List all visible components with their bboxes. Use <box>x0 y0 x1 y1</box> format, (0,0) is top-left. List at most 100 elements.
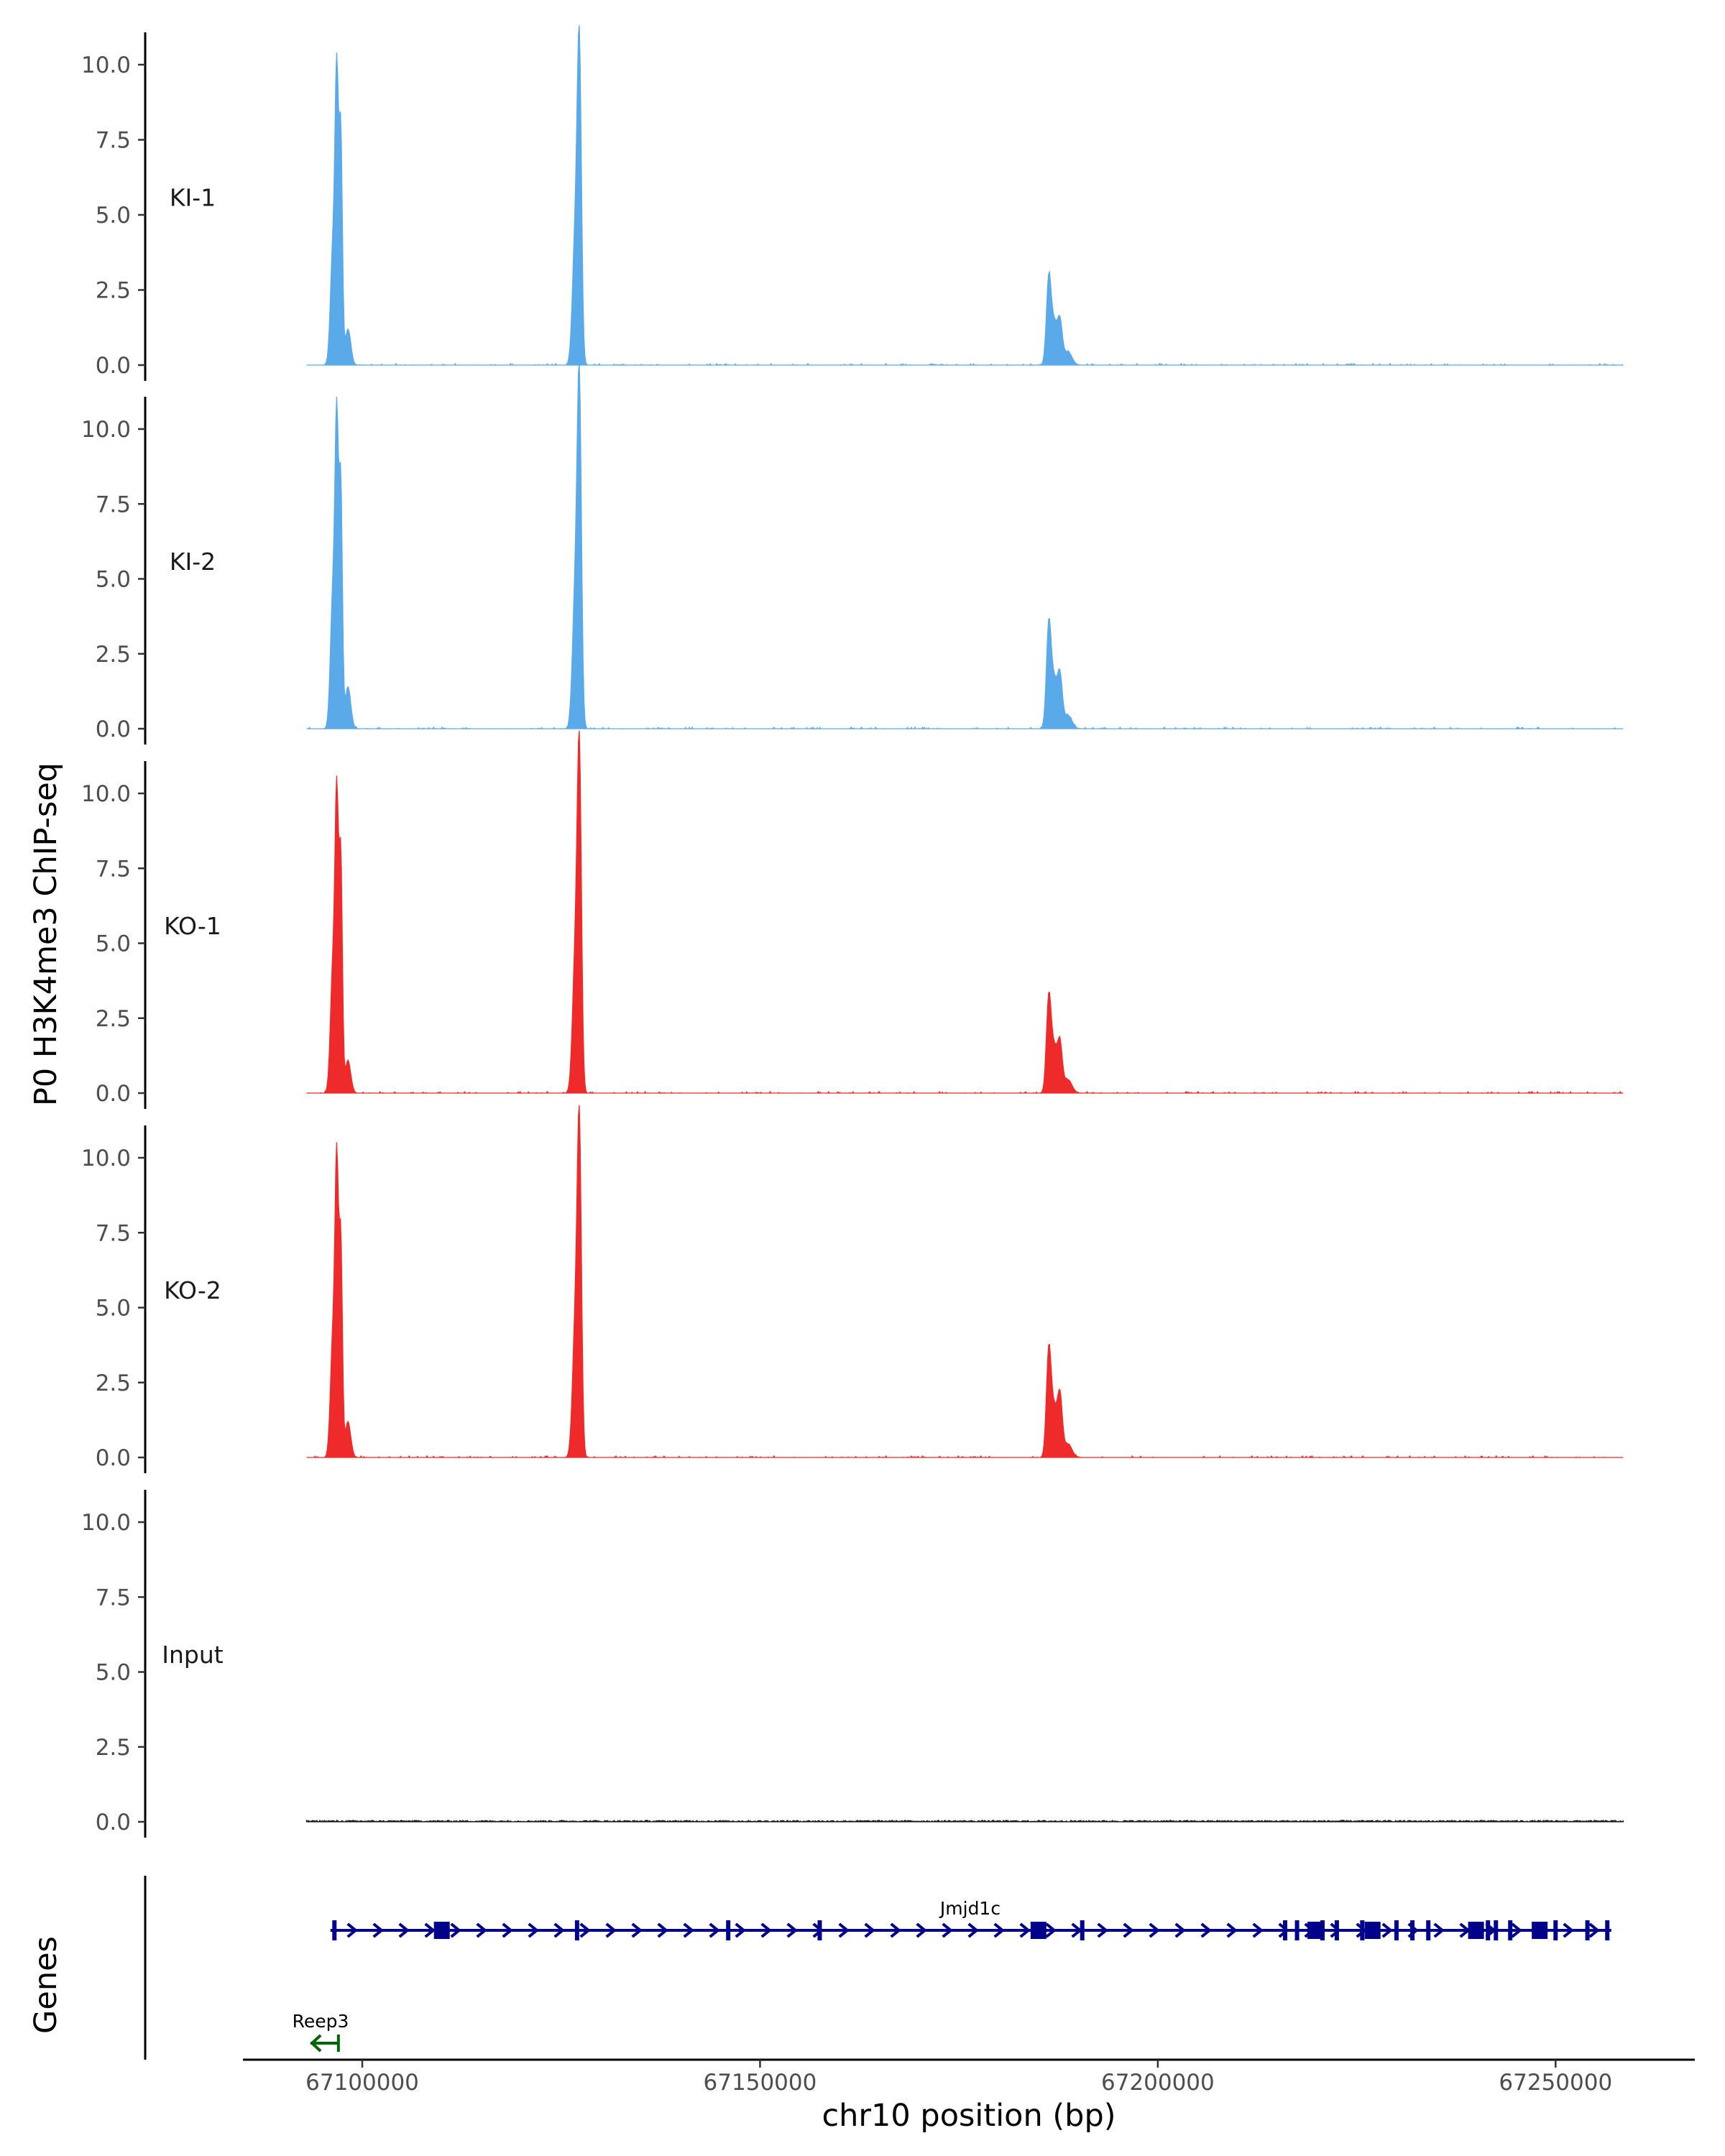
x-tick-label: 67150000 <box>704 2070 817 2096</box>
strand-arrow <box>1019 1922 1031 1938</box>
gene-label-jmjd1c: Jmjd1c <box>939 1898 1000 1919</box>
y-tick-label: 5.0 <box>96 1296 131 1322</box>
track-ko-2: 0.0 2.5 5.0 7.5 10.0 KO-2 <box>81 1105 1624 1473</box>
strand-arrow <box>967 1922 979 1938</box>
exon <box>332 1920 337 1940</box>
strand-arrow <box>993 1922 1005 1938</box>
track-input: 0.0 2.5 5.0 7.5 10.0 Input <box>81 1490 1624 1838</box>
y-axis-title: P0 H3K4me3 ChIP-seq <box>28 763 64 1106</box>
tracks-group: 0.0 2.5 5.0 7.5 10.0 KI-1 0.0 2.5 5.0 7.5 10.0 KI-2… <box>81 24 1624 1838</box>
track-ko-1: 0.0 2.5 5.0 7.5 10.0 KO-1 <box>81 730 1624 1109</box>
y-tick-label: 0.0 <box>96 353 131 379</box>
y-tick-label: 0.0 <box>96 1445 131 1471</box>
signal-area-ko-1 <box>306 730 1624 1095</box>
track-label-ki-2: KI-2 <box>170 548 216 576</box>
strand-arrow <box>890 1922 901 1938</box>
y-tick-label: 2.5 <box>96 1006 131 1032</box>
exon <box>1585 1920 1590 1940</box>
y-tick-label: 0.0 <box>96 1810 131 1835</box>
strand-arrow <box>735 1922 746 1938</box>
strand-arrow <box>476 1922 487 1938</box>
y-tick-label: 5.0 <box>96 1660 131 1686</box>
track-label-ko-1: KO-1 <box>164 912 221 940</box>
exon <box>1307 1922 1324 1939</box>
exon <box>1320 1920 1325 1940</box>
exon <box>1080 1920 1085 1940</box>
strand-arrow <box>916 1922 927 1938</box>
strand-arrow <box>1433 1922 1445 1938</box>
exon <box>1334 1920 1339 1940</box>
signal-area-ko-2 <box>306 1105 1624 1459</box>
exon <box>1553 1920 1558 1940</box>
x-axis-title: chr10 position (bp) <box>822 2098 1116 2134</box>
exon <box>1294 1920 1300 1940</box>
y-tick-label: 7.5 <box>96 1220 131 1246</box>
exon <box>817 1920 822 1940</box>
y-tick-label: 5.0 <box>96 203 131 229</box>
track-ki-1: 0.0 2.5 5.0 7.5 10.0 KI-1 <box>81 24 1624 381</box>
strand-arrow <box>864 1922 875 1938</box>
strand-arrow <box>1252 1922 1264 1938</box>
strand-arrow <box>683 1922 694 1938</box>
exon <box>1282 1920 1287 1940</box>
x-tick-label: 67100000 <box>305 2070 419 2096</box>
exon <box>1030 1922 1046 1939</box>
signal-area-ki-1 <box>306 24 1624 367</box>
track-label-input: Input <box>162 1641 224 1669</box>
strand-arrow <box>838 1922 850 1938</box>
track-ki-2: 0.0 2.5 5.0 7.5 10.0 KI-2 <box>81 361 1624 745</box>
y-tick-label: 10.0 <box>81 417 131 443</box>
strand-arrow <box>553 1922 565 1938</box>
strand-arrow <box>528 1922 539 1938</box>
track-label-ko-2: KO-2 <box>164 1276 221 1304</box>
x-tick-label: 67250000 <box>1499 2070 1612 2096</box>
strand-arrow <box>1381 1922 1393 1938</box>
exon <box>1486 1920 1491 1940</box>
x-tick-label: 67200000 <box>1101 2070 1215 2096</box>
exon <box>1426 1920 1431 1940</box>
strand-arrow <box>579 1922 591 1938</box>
strand-arrow <box>1226 1922 1238 1938</box>
y-tick-label: 7.5 <box>96 1585 131 1611</box>
strand-arrow <box>1563 1922 1574 1938</box>
exon <box>1508 1920 1513 1940</box>
strand-arrow <box>1588 1922 1600 1938</box>
strand-arrow <box>372 1922 384 1938</box>
exon <box>574 1920 579 1940</box>
y-tick-label: 0.0 <box>96 1081 131 1107</box>
exon <box>433 1922 450 1939</box>
strand-arrow <box>502 1922 513 1938</box>
y-tick-label: 10.0 <box>81 1146 131 1171</box>
gene-reep3: Reep3 <box>293 2011 349 2053</box>
y-tick-label: 2.5 <box>96 1735 131 1761</box>
exon <box>1494 1920 1499 1940</box>
exon <box>1364 1922 1381 1939</box>
y-tick-label: 0.0 <box>96 717 131 742</box>
exon <box>1394 1920 1399 1940</box>
strand-arrow <box>1174 1922 1186 1938</box>
y-tick-label: 5.0 <box>96 567 131 593</box>
strand-arrow <box>709 1922 720 1938</box>
exon <box>1468 1922 1484 1939</box>
strand-arrow <box>605 1922 617 1938</box>
y-tick-label: 7.5 <box>96 856 131 882</box>
genes-title: Genes <box>28 1936 64 2034</box>
y-tick-label: 7.5 <box>96 492 131 517</box>
strand-arrow <box>760 1922 772 1938</box>
exon <box>726 1920 731 1940</box>
exon <box>1532 1922 1548 1939</box>
strand-arrow <box>346 1922 358 1938</box>
y-tick-label: 10.0 <box>81 52 131 78</box>
track-label-ki-1: KI-1 <box>170 183 216 211</box>
y-tick-label: 2.5 <box>96 642 131 668</box>
gene-label-reep3: Reep3 <box>293 2011 349 2032</box>
strand-arrow <box>398 1922 410 1938</box>
strand-arrow <box>631 1922 643 1938</box>
exon <box>1360 1920 1365 1940</box>
exon <box>1410 1920 1415 1940</box>
exon <box>1605 1920 1610 1940</box>
signal-area-ki-2 <box>306 361 1624 730</box>
strand-arrow <box>1045 1922 1057 1938</box>
